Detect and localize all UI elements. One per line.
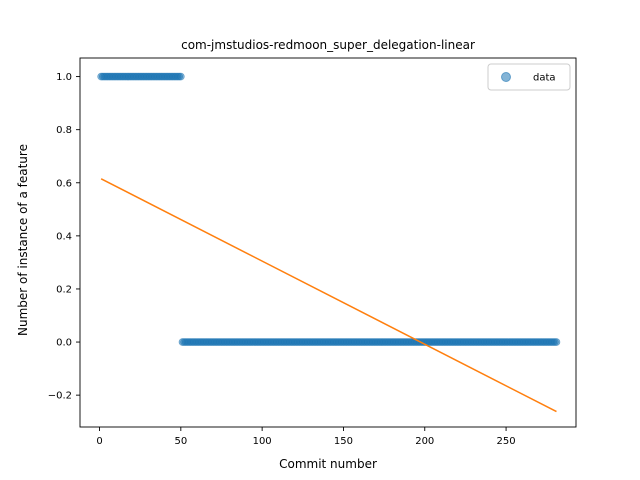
data-point xyxy=(177,72,185,81)
data-point xyxy=(552,338,561,346)
y-tick-label: 0.8 xyxy=(56,125,72,136)
y-axis: −0.2 0.0 0.2 0.4 0.6 0.8 1.0 xyxy=(48,72,80,402)
y-tick-label: −0.2 xyxy=(48,391,72,402)
y-tick-label: 0.6 xyxy=(56,178,72,189)
x-tick-label: 0 xyxy=(96,436,102,447)
data-points xyxy=(97,72,561,346)
chart-title: com-jmstudios-redmoon_super_delegation-l… xyxy=(181,38,475,52)
x-axis-label: Commit number xyxy=(279,457,377,471)
y-tick-label: 0.0 xyxy=(56,338,72,349)
x-tick-label: 100 xyxy=(253,436,272,447)
axes-frame xyxy=(79,57,577,428)
y-axis-label: Number of instance of a feature xyxy=(16,144,30,336)
x-tick-label: 150 xyxy=(334,436,353,447)
y-tick-label: 0.4 xyxy=(56,231,72,242)
legend: data xyxy=(487,63,571,91)
plot-area xyxy=(79,57,577,428)
legend-marker xyxy=(501,72,511,82)
y-tick-label: 0.2 xyxy=(56,284,72,295)
legend-label: data xyxy=(533,73,556,84)
fit-line xyxy=(100,178,557,413)
legend-box xyxy=(487,63,571,91)
x-tick-label: 200 xyxy=(415,436,434,447)
x-tick-label: 50 xyxy=(174,436,187,447)
y-tick-label: 1.0 xyxy=(56,72,72,83)
x-axis: 0 50 100 150 200 250 xyxy=(96,427,516,447)
x-tick-label: 250 xyxy=(497,436,516,447)
